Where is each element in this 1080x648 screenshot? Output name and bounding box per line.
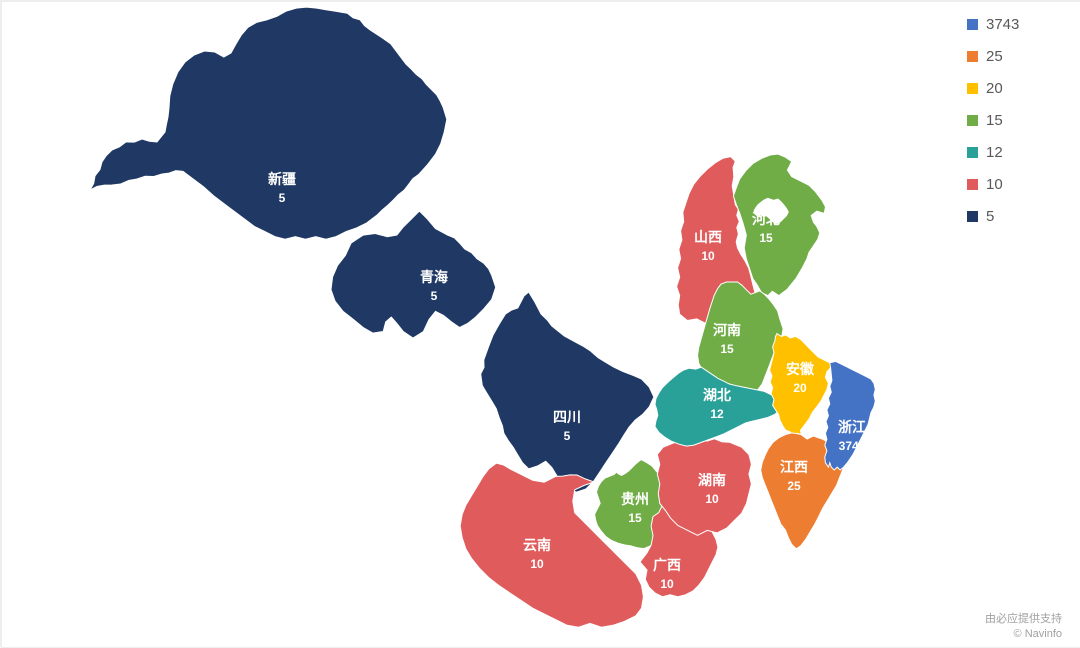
svg-text:新疆: 新疆 <box>268 171 296 187</box>
svg-text:广西: 广西 <box>653 557 681 573</box>
svg-text:5: 5 <box>431 289 438 303</box>
svg-text:河南: 河南 <box>713 322 741 338</box>
svg-text:12: 12 <box>710 407 724 421</box>
svg-text:15: 15 <box>628 511 642 525</box>
svg-text:5: 5 <box>564 429 571 443</box>
svg-text:青海: 青海 <box>420 269 448 285</box>
svg-text:10: 10 <box>530 557 544 571</box>
svg-text:四川: 四川 <box>553 409 581 425</box>
svg-text:贵州: 贵州 <box>621 491 649 507</box>
svg-text:山西: 山西 <box>694 229 722 245</box>
svg-text:湖北: 湖北 <box>703 387 731 403</box>
svg-text:20: 20 <box>793 381 807 395</box>
svg-text:安徽: 安徽 <box>786 361 815 377</box>
svg-text:云南: 云南 <box>523 537 551 553</box>
svg-text:江西: 江西 <box>780 459 808 475</box>
svg-text:10: 10 <box>705 492 719 506</box>
svg-text:10: 10 <box>701 249 715 263</box>
svg-text:3743: 3743 <box>839 439 866 453</box>
svg-text:15: 15 <box>759 231 773 245</box>
svg-text:湖南: 湖南 <box>698 472 726 488</box>
svg-text:15: 15 <box>720 342 734 356</box>
svg-text:河北: 河北 <box>752 211 780 227</box>
svg-text:5: 5 <box>279 191 286 205</box>
svg-text:25: 25 <box>787 479 801 493</box>
svg-text:浙江: 浙江 <box>838 419 866 435</box>
svg-text:10: 10 <box>660 577 674 591</box>
